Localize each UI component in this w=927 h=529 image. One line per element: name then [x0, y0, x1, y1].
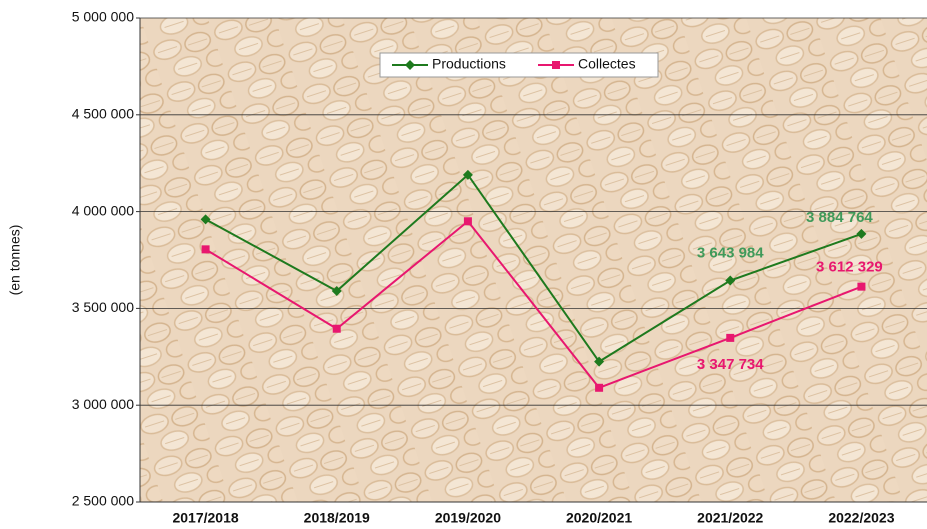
point [857, 282, 866, 291]
y-axis-label: (en tonnes) [7, 225, 23, 296]
x-tick-label: 2017/2018 [172, 510, 238, 526]
legend: Productions Collectes [379, 52, 659, 78]
y-tick-label: 4 000 000 [72, 202, 134, 218]
y-tick-label: 5 000 000 [72, 9, 134, 25]
point [594, 356, 605, 367]
y-tick-label: 3 500 000 [72, 299, 134, 315]
point [595, 383, 604, 392]
data-label: 3 612 329 [816, 259, 883, 276]
data-label: 3 643 984 [697, 244, 764, 261]
point [725, 275, 736, 286]
point [331, 285, 342, 296]
y-tick-label: 3 000 000 [72, 396, 134, 412]
x-tick-label: 2020/2021 [566, 510, 632, 526]
point [726, 333, 735, 342]
point [463, 217, 472, 226]
y-tick-label: 4 500 000 [72, 106, 134, 122]
point [332, 324, 341, 333]
x-tick-label: 2022/2023 [828, 510, 894, 526]
data-label: 3 884 764 [806, 209, 873, 226]
x-tick-label: 2018/2019 [304, 510, 370, 526]
y-tick-label: 2 500 000 [72, 493, 134, 509]
legend-marker [405, 60, 415, 70]
plot-background [140, 18, 927, 502]
point [201, 245, 210, 254]
point [200, 214, 211, 225]
legend-label: Productions [432, 56, 506, 72]
point [462, 169, 473, 180]
series-line [205, 173, 862, 363]
legend-marker [552, 61, 560, 69]
series-line [205, 219, 862, 389]
x-tick-label: 2021/2022 [697, 510, 763, 526]
data-label: 3 347 734 [697, 356, 764, 373]
legend-label: Collectes [578, 56, 636, 72]
point [856, 228, 867, 239]
x-tick-label: 2019/2020 [435, 510, 501, 526]
